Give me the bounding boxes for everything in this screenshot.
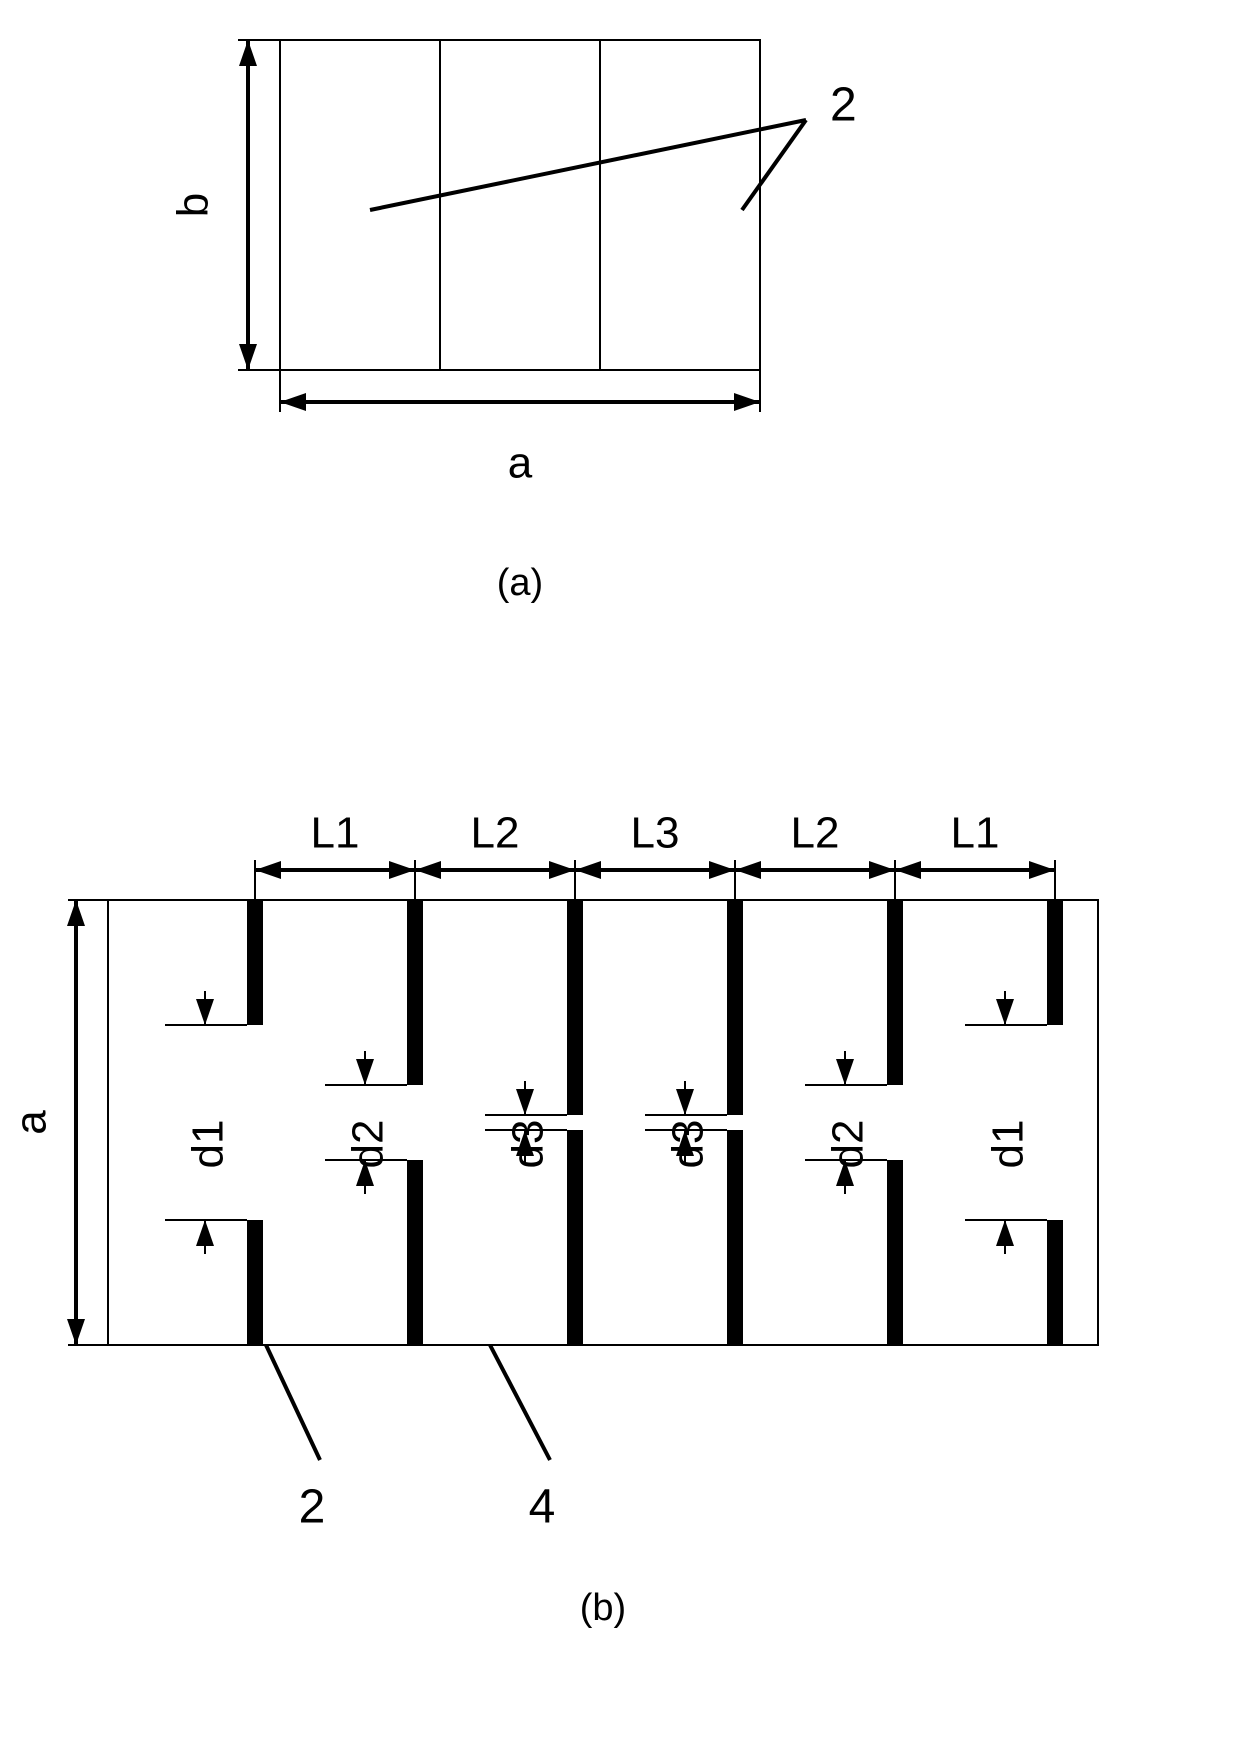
gap-d-label: d2 xyxy=(824,1120,873,1169)
callout-2-label: 2 xyxy=(830,79,857,132)
top-span-label: L1 xyxy=(951,809,1000,858)
callout-2-label: 2 xyxy=(299,1481,326,1534)
subcaption-b: (b) xyxy=(580,1587,626,1629)
gap-d-label: d2 xyxy=(344,1120,393,1169)
top-span-label: L1 xyxy=(311,809,360,858)
gap-d-label: d1 xyxy=(184,1120,233,1169)
top-span-label: L3 xyxy=(631,809,680,858)
gap-d-label: d3 xyxy=(664,1120,713,1169)
figure-a: a b 2 (a) xyxy=(169,40,857,604)
subcaption-a: (a) xyxy=(497,562,543,604)
dim-a-label: a xyxy=(508,439,533,488)
top-span-label: L2 xyxy=(471,809,520,858)
gap-d-label: d1 xyxy=(984,1120,1033,1169)
figure-b: a L1 L2 L3 L2 L1 d1 d2 d3 d3 d2 d1 2 4 (b) xyxy=(7,809,1098,1629)
callout-4-label: 4 xyxy=(529,1481,556,1534)
dim-b-label: b xyxy=(169,193,218,217)
fig-a-rect xyxy=(280,40,760,370)
gap-d-label: d3 xyxy=(504,1120,553,1169)
top-span-label: L2 xyxy=(791,809,840,858)
dim-a-left-label: a xyxy=(7,1110,56,1135)
diagram-canvas: a b 2 (a) a L1 L2 L3 L2 L1 d1 d2 d3 d3 d2 d1 2 4 (b) xyxy=(0,0,1240,1744)
